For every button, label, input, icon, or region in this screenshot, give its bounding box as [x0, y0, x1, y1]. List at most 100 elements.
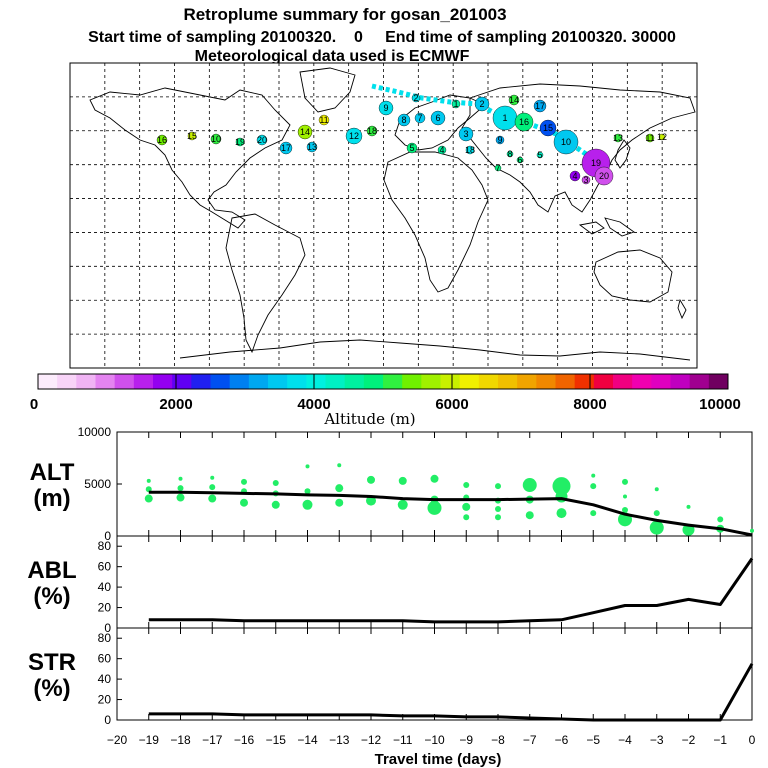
y-tick-label: 0	[104, 529, 111, 543]
plume-marker	[297, 124, 313, 140]
plume-marker	[508, 94, 520, 106]
y-axis-label-name: STR	[28, 649, 76, 676]
plume-marker	[414, 112, 426, 124]
alt-scatter-point	[623, 494, 627, 499]
y-tick-label: 60	[98, 652, 112, 666]
plume-marker	[594, 166, 614, 186]
plume-marker	[366, 125, 378, 137]
abl-series-line	[148, 557, 754, 624]
plume-marker-label: 4	[439, 145, 444, 155]
y-tick-label: 40	[98, 580, 112, 594]
plume-marker-label: 6	[435, 113, 440, 123]
alt-scatter-point	[717, 516, 724, 523]
plume-marker	[378, 100, 394, 116]
alt-scatter-point	[367, 475, 375, 484]
y-tick-label: 80	[98, 631, 112, 645]
alt-scatter-point	[335, 498, 344, 507]
alt-scatter-point	[495, 483, 501, 490]
x-tick-label: −7	[523, 733, 537, 747]
x-tick-label: −4	[618, 733, 632, 747]
colorbar-swatch	[268, 374, 288, 389]
y-tick-label: 20	[98, 601, 112, 615]
colorbar-swatch	[76, 374, 96, 389]
plume-marker-label: 17	[281, 143, 291, 153]
title-line-3: Meteorological data used is ECMWF	[195, 48, 470, 65]
x-tick-label: −12	[361, 733, 382, 747]
x-tick-label: −14	[297, 733, 318, 747]
plume-marker-label: 9	[497, 135, 502, 145]
plume-marker	[613, 133, 623, 143]
alt-scatter-point	[552, 477, 571, 496]
plume-marker	[210, 133, 222, 145]
plume-marker-label: 16	[519, 117, 529, 127]
plume-marker	[451, 99, 461, 109]
colorbar-tick-label: 0	[30, 396, 38, 413]
x-tick-label: −17	[202, 733, 223, 747]
plume-marker	[516, 156, 524, 164]
alt-scatter-point	[271, 500, 280, 509]
time-series-panels: 0500010000ALT(m)020406080ABL(%)020406080…	[27, 425, 755, 747]
colorbar-tick-label: 8000	[573, 396, 606, 413]
alt-scatter-point	[304, 488, 311, 495]
colorbar-swatch	[459, 374, 480, 389]
colorbar-swatch	[536, 374, 556, 389]
colorbar-tick-label: 2000	[159, 396, 192, 413]
plume-marker	[156, 134, 168, 146]
alt-scatter-point	[590, 483, 597, 490]
x-tick-label: −13	[329, 733, 350, 747]
colorbar-swatch	[555, 374, 576, 389]
plume-marker	[536, 151, 544, 159]
x-tick-label: −6	[555, 733, 569, 747]
alt-scatter-point	[240, 498, 248, 507]
plume-marker-label: 11	[645, 133, 654, 143]
alt-scatter-point	[525, 511, 534, 520]
plume-marker-label: 7	[495, 163, 500, 173]
plume-marker-label: 1	[502, 113, 507, 123]
colorbar-swatch	[306, 374, 326, 389]
plume-marker-label: 14	[509, 95, 519, 105]
plume-marker	[645, 133, 655, 143]
x-tick-label: −3	[650, 733, 664, 747]
y-tick-label: 0	[104, 621, 111, 635]
x-tick-label: −8	[491, 733, 505, 747]
colorbar-swatch	[287, 374, 307, 389]
alt-scatter-point	[398, 476, 407, 485]
alt-scatter-point	[144, 494, 153, 503]
plume-marker-label: 20	[257, 135, 267, 145]
alt-scatter-point	[463, 514, 470, 521]
str-series-line	[148, 663, 754, 722]
plume-marker	[495, 135, 505, 145]
panel-alt: 0 5000 10000 ALT(m)	[30, 425, 754, 543]
y-tick-label: 80	[98, 539, 112, 553]
plume-marker-label: 17	[535, 101, 545, 111]
plume-marker	[494, 164, 502, 172]
x-tick-label: −11	[393, 733, 413, 747]
alt-scatter-point	[686, 504, 691, 509]
plume-marker	[506, 150, 514, 158]
panel-str: 0 20 40 60 80 STR(%)	[28, 627, 754, 727]
alt-scatter-point	[305, 464, 310, 469]
x-tick-label: −10	[424, 733, 445, 747]
plume-marker-label: 12	[349, 131, 359, 141]
alt-scatter-point	[430, 474, 439, 483]
plume-marker-label: 20	[599, 171, 609, 181]
x-tick-label: −16	[234, 733, 255, 747]
plume-marker	[474, 96, 490, 112]
plume-marker	[437, 145, 447, 155]
x-tick-label: −1	[713, 733, 727, 747]
plume-marker	[533, 99, 547, 113]
title-line-2: Start time of sampling 20100320. 0 End t…	[88, 29, 676, 46]
plume-marker	[318, 114, 330, 126]
plume-marker-label: 3	[583, 175, 588, 185]
plume-marker	[539, 119, 557, 137]
plume-marker-label: 7	[417, 113, 422, 123]
plume-marker	[397, 113, 411, 127]
alt-scatter-point	[556, 508, 567, 519]
panel-frame	[116, 535, 753, 629]
alt-scatter-point	[145, 486, 152, 493]
panel-abl: 0 20 40 60 80 ABL(%)	[27, 535, 754, 635]
alt-series-line	[148, 490, 753, 537]
colorbar-swatch	[133, 374, 154, 389]
y-tick-label: 20	[98, 693, 112, 707]
alt-scatter-point	[590, 510, 597, 517]
